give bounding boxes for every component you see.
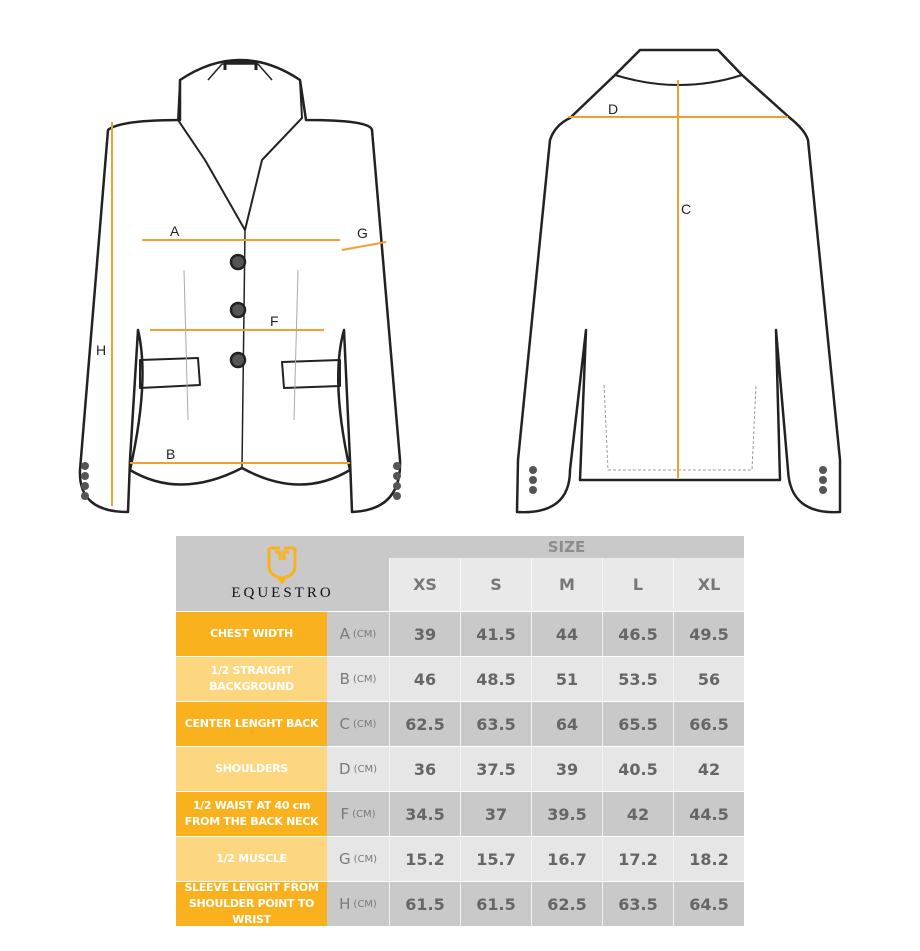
label-c: C [681,201,691,217]
table-cell: 48.5 [460,657,531,701]
row-code: D (CM) [327,747,389,791]
table-cell: 17.2 [602,837,673,881]
table-cell: 61.5 [460,882,531,926]
label-h: H [96,342,106,358]
table-cell: 64.5 [673,882,744,926]
unit-label: (CM) [353,763,377,775]
table-cell: 44 [531,612,602,656]
table-cell: 56 [673,657,744,701]
row-code: B (CM) [327,657,389,701]
unit-label: (CM) [353,898,377,910]
table-cell: 34.5 [389,792,460,836]
row-code: G (CM) [327,837,389,881]
size-header-xs: XS [389,558,460,611]
table-cell: 37.5 [460,747,531,791]
brand-logo: EQUESTRO [176,536,389,611]
code-letter: A [339,625,350,643]
table-cell: 15.2 [389,837,460,881]
table-cell: 39.5 [531,792,602,836]
unit-label: (CM) [353,718,377,730]
table-cell: 65.5 [602,702,673,746]
row-label: CENTER LENGHT BACK [176,702,327,746]
table-cell: 18.2 [673,837,744,881]
table-cell: 16.7 [531,837,602,881]
table-cell: 51 [531,657,602,701]
table-cell: 15.7 [460,837,531,881]
table-cell: 66.5 [673,702,744,746]
size-header-xl: XL [673,558,744,611]
table-cell: 62.5 [389,702,460,746]
table-cell: 61.5 [389,882,460,926]
label-g: G [357,225,368,241]
table-cell: 41.5 [460,612,531,656]
shield-logo-icon [267,546,297,585]
code-letter: G [338,850,351,868]
table-cell: 63.5 [602,882,673,926]
size-title: SIZE [389,536,744,558]
table-cell: 42 [673,747,744,791]
table-row: 1/2 WAIST AT 40 cm FROM THE BACK NECK F (C… [176,791,744,836]
unit-label: (CM) [353,853,378,865]
table-row: CHEST WIDTH A (CM) 39 41.5 44 46.5 49.5 [176,611,744,656]
code-letter: H [339,895,351,913]
code-letter: D [339,760,351,778]
table-cell: 39 [531,747,602,791]
label-f: F [270,313,279,329]
table-cell: 53.5 [602,657,673,701]
table-row: SLEEVE LENGHT FROM SHOULDER POINT TO WRI… [176,881,744,926]
table-cell: 46 [389,657,460,701]
row-code: A (CM) [327,612,389,656]
table-row: 1/2 MUSCLE G (CM) 15.2 15.7 16.7 17.2 18.2 [176,836,744,881]
row-code: F (CM) [327,792,389,836]
row-label: SLEEVE LENGHT FROM SHOULDER POINT TO WRI… [176,881,327,926]
table-cell: 40.5 [602,747,673,791]
table-cell: 42 [602,792,673,836]
table-cell: 44.5 [673,792,744,836]
table-cell: 39 [389,612,460,656]
code-letter: F [340,805,350,823]
unit-label: (CM) [352,808,376,820]
jacket-diagrams: A G F B H D C [78,48,842,514]
brand-name: EQUESTRO [231,585,334,601]
table-row: 1/2 STRAIGHT BACKGROUND B (CM) 46 48.5 51 53.5… [176,656,744,701]
size-header-s: S [460,558,531,611]
row-label: 1/2 STRAIGHT BACKGROUND [176,657,327,701]
label-b: B [166,446,175,462]
label-d: D [608,101,618,117]
row-label: CHEST WIDTH [176,612,327,656]
row-code: H (CM) [327,882,389,926]
size-table: EQUESTRO SIZE XS S M L XL CHEST WIDTH A (CM) 39… [176,536,744,926]
back-jacket-drawing [515,48,842,514]
row-label: 1/2 WAIST AT 40 cm FROM THE BACK NECK [176,792,327,836]
table-row: SHOULDERS D (CM) 36 37.5 39 40.5 42 [176,746,744,791]
code-letter: C [339,715,351,733]
table-row: CENTER LENGHT BACK C (CM) 62.5 63.5 64 65.5 66.… [176,701,744,746]
table-cell: 46.5 [602,612,673,656]
size-header-m: M [531,558,602,611]
table-cell: 36 [389,747,460,791]
table-cell: 37 [460,792,531,836]
table-cell: 64 [531,702,602,746]
label-a: A [170,223,180,239]
measurement-lines [111,80,788,506]
table-cell: 63.5 [460,702,531,746]
table-cell: 49.5 [673,612,744,656]
code-letter: B [339,670,350,688]
row-label: SHOULDERS [176,747,327,791]
row-label: 1/2 MUSCLE [176,837,327,881]
size-header-l: L [602,558,673,611]
row-code: C (CM) [327,702,389,746]
front-jacket-drawing [78,58,402,514]
unit-label: (CM) [352,673,377,685]
unit-label: (CM) [352,628,377,640]
table-cell: 62.5 [531,882,602,926]
